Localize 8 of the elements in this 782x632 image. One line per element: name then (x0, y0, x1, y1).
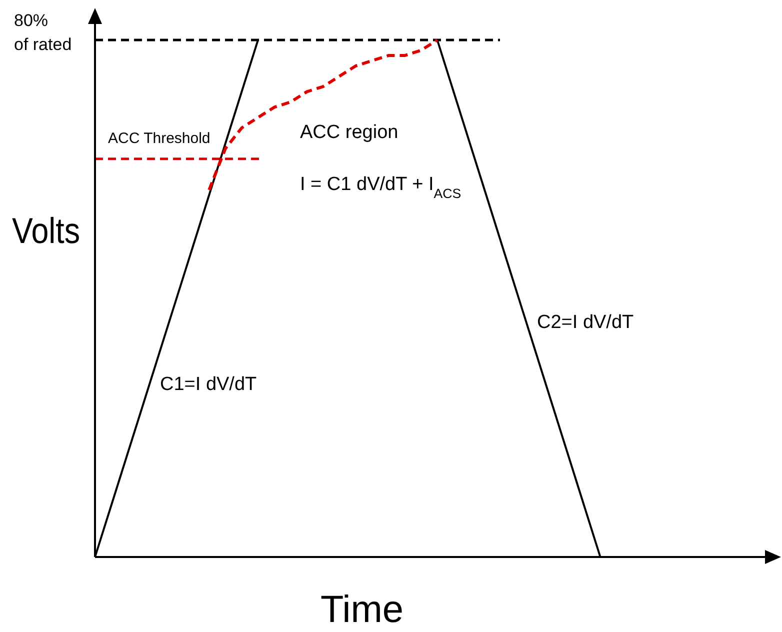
ref-line-label: 80% of rated (14, 11, 72, 54)
x-axis-title: Time (320, 589, 404, 631)
annotation: C2=I dV/dT (537, 312, 634, 333)
y-axis-title: Volts (12, 210, 90, 251)
annotation: ACC region (300, 122, 398, 143)
annotation: C1=I dV/dT (160, 374, 258, 395)
annotation: I = C1 dV/dT + I$_{ACS}$ (300, 174, 462, 200)
ref-line-label: ACC Threshold (108, 130, 210, 147)
